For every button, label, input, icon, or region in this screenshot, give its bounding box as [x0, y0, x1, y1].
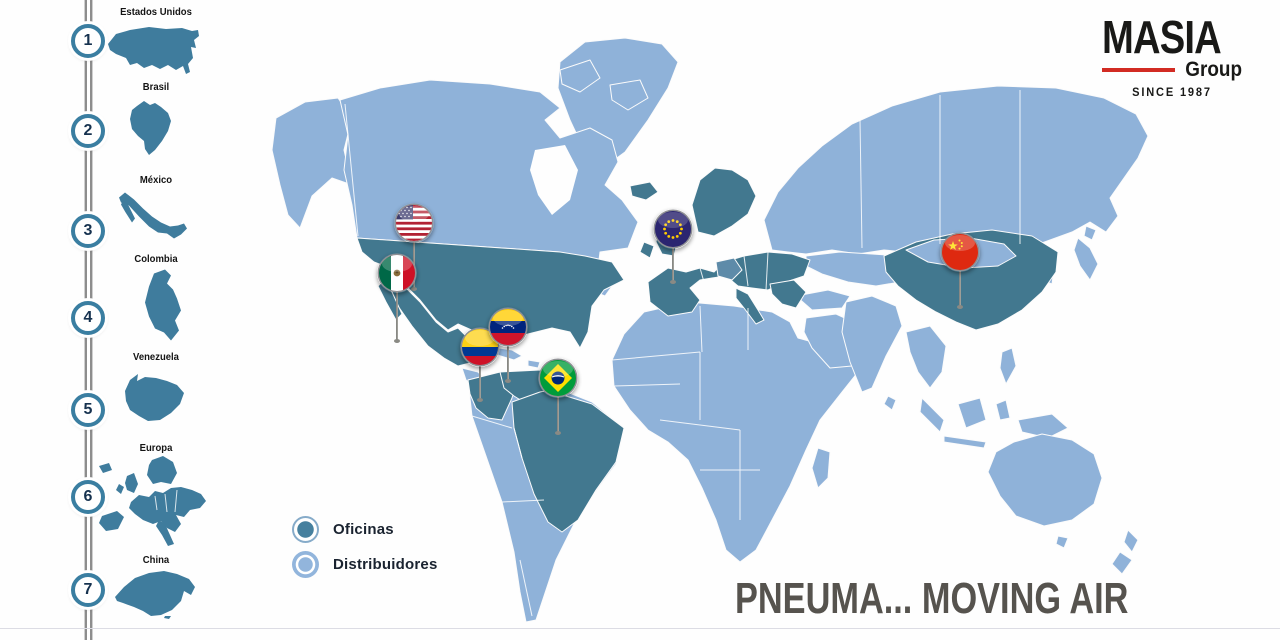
pin-europe-flag-icon	[653, 209, 693, 249]
number-label: 7	[83, 581, 93, 598]
sidebar-item-colombia: Colombia	[134, 254, 178, 265]
europe-silhouette-icon	[99, 456, 206, 546]
number-label: 2	[83, 122, 93, 139]
number-label: 4	[83, 309, 93, 326]
number-label: 5	[83, 401, 93, 418]
logo-brand-name: MASIA	[1102, 11, 1222, 63]
pin-stem-venezuela	[505, 344, 511, 383]
logo-underline-row: Group	[1102, 58, 1242, 82]
usa-silhouette-icon	[108, 27, 199, 74]
legend-distributors: Distribuidores	[292, 551, 437, 578]
pin-usa-flag-icon	[394, 203, 434, 243]
number-label: 3	[83, 222, 93, 239]
sidebar-item-mexico: México	[139, 175, 173, 186]
sidebar-item-estados-unidos: Estados Unidos	[120, 7, 192, 18]
pin-brazil-flag-icon	[538, 358, 578, 398]
pin-stem-china	[957, 269, 963, 309]
venezuela-silhouette-icon	[125, 374, 184, 421]
distributor-regions	[271, 37, 1149, 623]
pin-stem-colombia	[477, 364, 483, 402]
country-border-lines	[344, 90, 1021, 617]
tagline: PNEUMA... MOVING AIR	[735, 574, 1129, 623]
pin-colombia-flag-icon	[460, 327, 500, 367]
pin-stem-mexico	[394, 290, 400, 343]
pin-stem-brazil	[555, 395, 561, 435]
pin-venezuela-flag-icon	[488, 307, 528, 347]
colombia-silhouette-icon	[145, 269, 181, 341]
logo-red-line	[1102, 68, 1175, 72]
brazil-silhouette-icon	[130, 101, 171, 155]
pin-china-flag-icon	[940, 232, 980, 272]
sidebar-item-brasil: Brasil	[142, 82, 170, 93]
distributors-dot-icon	[292, 551, 319, 578]
distributors-label: Distribuidores	[333, 556, 438, 573]
mexico-silhouette-icon	[119, 192, 187, 239]
china-silhouette-icon	[115, 571, 195, 619]
masia-group-logo: MASIA Group SINCE 1987	[1102, 14, 1242, 99]
offices-dot-icon	[292, 516, 319, 543]
timeline-number-6: 6	[71, 480, 105, 514]
sidebar-item-venezuela: Venezuela	[133, 352, 179, 363]
sidebar-item-china: China	[142, 555, 170, 566]
sidebar-item-europa: Europa	[139, 443, 173, 454]
offices-label: Oficinas	[333, 521, 394, 538]
logo-since-text: SINCE 1987	[1132, 85, 1212, 99]
timeline-number-4: 4	[71, 301, 105, 335]
logo-group-text: Group	[1185, 58, 1242, 81]
number-label: 6	[83, 488, 93, 505]
pin-stem-europe	[670, 246, 676, 284]
timeline-number-3: 3	[71, 214, 105, 248]
legend-offices: Oficinas	[292, 516, 394, 543]
number-label: 1	[83, 32, 93, 49]
timeline-number-5: 5	[71, 393, 105, 427]
timeline-number-2: 2	[71, 114, 105, 148]
pin-mexico-flag-icon	[377, 253, 417, 293]
timeline-number-7: 7	[71, 573, 105, 607]
bottom-divider	[0, 628, 1280, 629]
timeline-number-1: 1	[71, 24, 105, 58]
